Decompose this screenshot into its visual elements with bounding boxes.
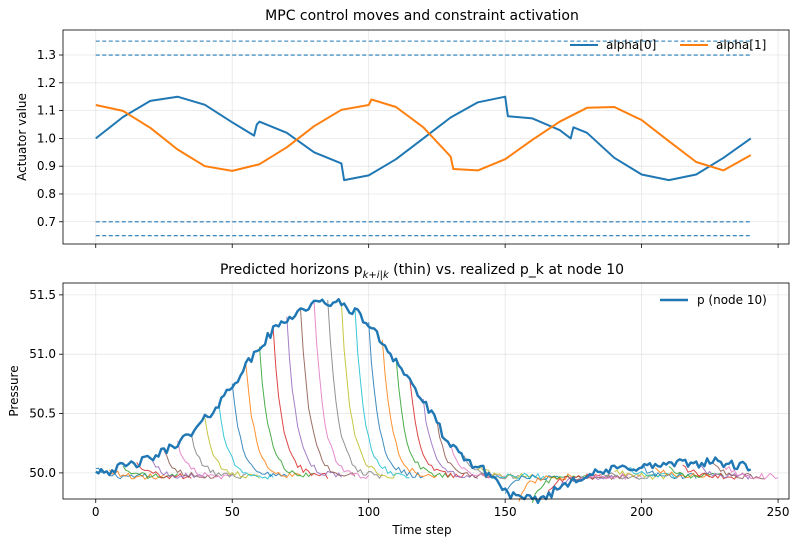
series-line-alpha0 xyxy=(95,95,752,182)
series-line-alpha1 xyxy=(95,98,752,172)
top-legend: alpha[0] alpha[1] xyxy=(570,38,766,52)
horizon-line xyxy=(518,473,574,502)
horizon-line xyxy=(272,328,329,479)
horizon-line xyxy=(436,420,492,479)
horizon-line xyxy=(696,464,752,480)
horizon-line xyxy=(600,472,656,480)
top-x-ticks xyxy=(95,244,779,248)
x-tick-label: 0 xyxy=(92,505,100,519)
legend-label: alpha[1] xyxy=(716,38,766,52)
horizon-line xyxy=(340,302,397,479)
horizon-line xyxy=(381,339,438,479)
y-tick-label: 1.1 xyxy=(37,104,56,118)
bottom-y-ticks: 50.0 50.5 51.0 51.5 xyxy=(29,288,63,480)
bottom-legend: p (node 10) xyxy=(660,293,767,307)
y-tick-label: 1.2 xyxy=(37,76,56,90)
horizon-line xyxy=(163,450,219,479)
horizon-line xyxy=(504,474,560,494)
bottom-realized xyxy=(95,298,752,505)
y-tick-label: 50.0 xyxy=(29,466,56,480)
x-tick-label: 200 xyxy=(630,505,653,519)
horizon-line xyxy=(354,309,410,479)
horizon-line xyxy=(231,383,288,478)
realized-pressure-line xyxy=(95,298,752,505)
top-series xyxy=(95,95,752,182)
bottom-axes-frame xyxy=(62,282,790,500)
horizon-line xyxy=(586,472,642,481)
horizon-line xyxy=(327,299,383,480)
bottom-title-tail: (thin) vs. realized p_k at node 10 xyxy=(389,262,624,278)
legend-label: alpha[0] xyxy=(606,38,656,52)
horizon-line xyxy=(177,440,233,480)
horizon-line xyxy=(218,402,274,480)
horizon-line xyxy=(313,302,370,480)
horizon-line xyxy=(395,357,451,479)
legend-label: p (node 10) xyxy=(697,293,767,307)
horizon-line xyxy=(259,346,315,478)
top-y-ticks: 0.7 0.8 0.9 1.0 1.1 1.2 1.3 xyxy=(37,48,63,229)
x-tick-label: 100 xyxy=(357,505,380,519)
y-tick-label: 1.3 xyxy=(37,48,56,62)
y-tick-label: 1.0 xyxy=(37,131,56,145)
bottom-x-axis-label: Time step xyxy=(391,523,451,537)
horizon-line xyxy=(300,308,356,477)
y-tick-label: 0.9 xyxy=(37,159,56,173)
bottom-title-head: Predicted horizons p xyxy=(220,262,363,278)
top-constraint-lines xyxy=(95,40,751,237)
y-tick-label: 0.8 xyxy=(37,187,56,201)
y-tick-label: 51.0 xyxy=(29,347,56,361)
bottom-title-subscript: k+i|k xyxy=(363,270,390,281)
horizon-line xyxy=(627,466,683,479)
horizon-line xyxy=(136,462,192,480)
x-tick-label: 250 xyxy=(767,505,790,519)
y-tick-label: 51.5 xyxy=(29,288,56,302)
horizon-line xyxy=(286,316,342,478)
bottom-grid xyxy=(63,283,789,499)
bottom-chart-title: Predicted horizons pk+i|k (thin) vs. rea… xyxy=(220,262,624,281)
top-chart-title: MPC control moves and constraint activat… xyxy=(265,8,579,24)
horizon-line xyxy=(190,433,247,480)
top-axes-frame xyxy=(62,29,790,245)
bottom-subplot: Predicted horizons pk+i|k (thin) vs. rea… xyxy=(7,262,790,537)
horizon-line xyxy=(491,472,547,481)
bottom-horizons xyxy=(95,299,779,503)
x-tick-label: 50 xyxy=(225,505,240,519)
horizon-line xyxy=(422,398,479,479)
y-tick-label: 0.7 xyxy=(37,215,56,229)
horizon-line xyxy=(709,462,765,480)
y-tick-label: 50.5 xyxy=(29,407,56,421)
horizon-line xyxy=(204,418,260,479)
bottom-y-axis-label: Pressure xyxy=(7,365,21,416)
horizon-line xyxy=(245,364,301,479)
horizon-line xyxy=(108,469,165,480)
top-y-axis-label: Actuator value xyxy=(15,93,29,181)
top-subplot: MPC control moves and constraint activat… xyxy=(15,8,790,248)
horizon-line xyxy=(723,464,779,480)
horizon-line xyxy=(368,322,424,479)
horizon-line xyxy=(682,464,738,480)
x-tick-label: 150 xyxy=(494,505,517,519)
bottom-x-ticks: 0 50 100 150 200 250 xyxy=(92,499,790,519)
